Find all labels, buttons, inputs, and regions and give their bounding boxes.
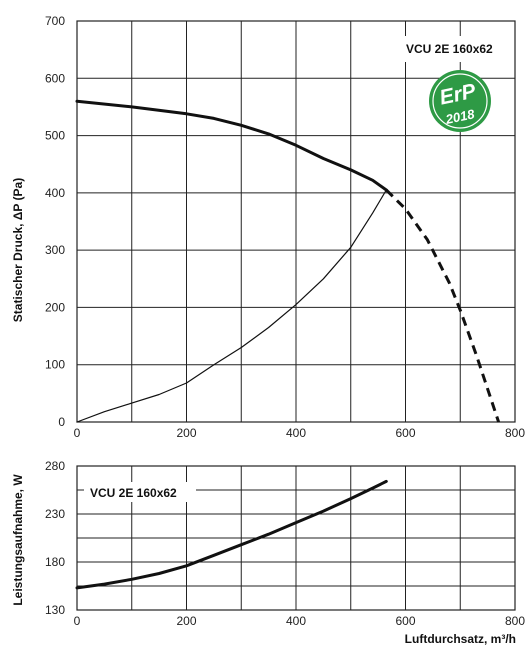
power-x-tick-label: 800 xyxy=(505,614,525,628)
pressure-series-line-thick-solid xyxy=(75,99,388,192)
power-grid xyxy=(76,465,516,611)
power-model-label: VCU 2E 160x62 xyxy=(90,486,177,500)
power-x-axis-label: Luftdurchsatz, m³/h xyxy=(405,632,516,646)
power-x-tick-label: 200 xyxy=(176,614,196,628)
power-tick-labels: 0 200 400 600 800 130 180 230 280 xyxy=(45,459,525,628)
power-model-label-box xyxy=(84,482,196,502)
pressure-x-tick-label: 600 xyxy=(395,426,415,440)
erp-badge-circle xyxy=(429,70,491,132)
power-y-tick-label: 130 xyxy=(45,603,65,617)
power-y-axis-label: Leistungsaufnahme, W xyxy=(11,474,25,606)
pressure-x-tick-label: 800 xyxy=(505,426,525,440)
pressure-series-line-thick-dashed xyxy=(385,188,501,423)
pressure-y-tick-label: 500 xyxy=(45,129,65,143)
power-series xyxy=(75,479,388,590)
power-y-tick-label: 230 xyxy=(45,507,65,521)
pressure-y-tick-label: 0 xyxy=(58,415,65,429)
power-x-tick-label: 600 xyxy=(395,614,415,628)
pressure-model-label-box xyxy=(360,36,490,62)
pressure-y-tick-label: 400 xyxy=(45,186,65,200)
pressure-x-tick-label: 0 xyxy=(74,426,81,440)
pressure-y-tick-label: 600 xyxy=(45,71,65,85)
erp-badge-ring xyxy=(432,73,488,129)
pressure-model-label: VCU 2E 160x62 xyxy=(406,42,493,56)
erp-2018-badge: ErP 2018 xyxy=(429,70,491,132)
power-y-tick-label: 180 xyxy=(45,555,65,569)
pressure-y-tick-label: 200 xyxy=(45,300,65,314)
pressure-x-tick-label: 400 xyxy=(286,426,306,440)
pressure-plot-frame xyxy=(76,20,516,423)
power-series-line-thick-solid xyxy=(75,479,388,590)
power-x-tick-label: 0 xyxy=(74,614,81,628)
power-x-tick-label: 400 xyxy=(286,614,306,628)
pressure-y-axis-label: Statischer Druck, ΔP (Pa) xyxy=(11,178,25,322)
pressure-y-tick-label: 100 xyxy=(45,358,65,372)
pressure-tick-labels: 0 200 400 600 800 0 100 200 300 400 500 600 700 xyxy=(45,14,525,440)
pressure-x-tick-label: 200 xyxy=(176,426,196,440)
erp-badge-year: 2018 xyxy=(443,106,476,127)
power-plot-frame xyxy=(76,465,516,611)
pressure-y-tick-label: 700 xyxy=(45,14,65,28)
power-y-tick-label: 280 xyxy=(45,459,65,473)
pressure-series xyxy=(75,99,501,423)
pressure-chart: Statischer Druck, ΔP (Pa) 0 200 400 600 8000… xyxy=(11,14,525,440)
power-chart: Leistungsaufnahme, W 0 200 400 600 800 130 180… xyxy=(11,459,525,646)
pressure-y-tick-label: 300 xyxy=(45,243,65,257)
pressure-series-line-thin-solid xyxy=(76,189,387,423)
